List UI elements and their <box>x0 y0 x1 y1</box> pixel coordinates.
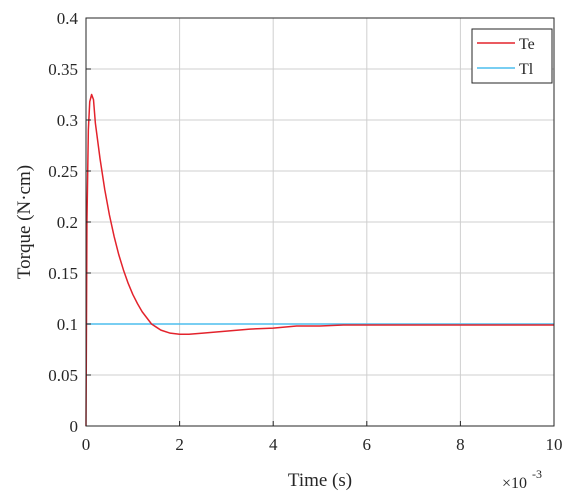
x-tick-label: 4 <box>269 435 278 454</box>
y-tick-label: 0.3 <box>57 111 78 130</box>
x-tick-label: 6 <box>363 435 372 454</box>
y-tick-label: 0.2 <box>57 213 78 232</box>
x-tick-label: 2 <box>175 435 184 454</box>
x-exponent: ×10 -3 <box>502 467 542 492</box>
ticks <box>85 17 555 427</box>
legend-box <box>471 28 553 84</box>
y-tick-label: 0.35 <box>48 60 78 79</box>
series-layer <box>85 93 554 427</box>
x-tick-label: 8 <box>456 435 465 454</box>
y-tick-label: 0 <box>70 417 79 436</box>
y-tick-label: 0.25 <box>48 162 78 181</box>
y-tick-label: 0.05 <box>48 366 78 385</box>
legend: Te Tl <box>471 28 553 84</box>
x-tick-label: 10 <box>546 435 563 454</box>
legend-label-te: Te <box>519 36 535 53</box>
legend-label-tl: Tl <box>519 61 534 78</box>
x-tick-labels: 0 2 4 6 8 10 <box>82 435 563 454</box>
y-tick-label: 0.4 <box>57 9 79 28</box>
y-tick-label: 0.15 <box>48 264 78 283</box>
y-tick-label: 0.1 <box>57 315 78 334</box>
x-exponent-power: -3 <box>532 467 542 481</box>
x-exponent-base: ×10 <box>502 475 527 492</box>
series-line-te <box>85 93 554 427</box>
y-tick-labels: 0 0.05 0.1 0.15 0.2 0.25 0.3 0.35 0.4 <box>48 9 78 436</box>
y-axis-title: Torque (N·cm) <box>14 165 35 279</box>
x-tick-label: 0 <box>82 435 91 454</box>
x-axis-title: Time (s) <box>288 470 352 491</box>
